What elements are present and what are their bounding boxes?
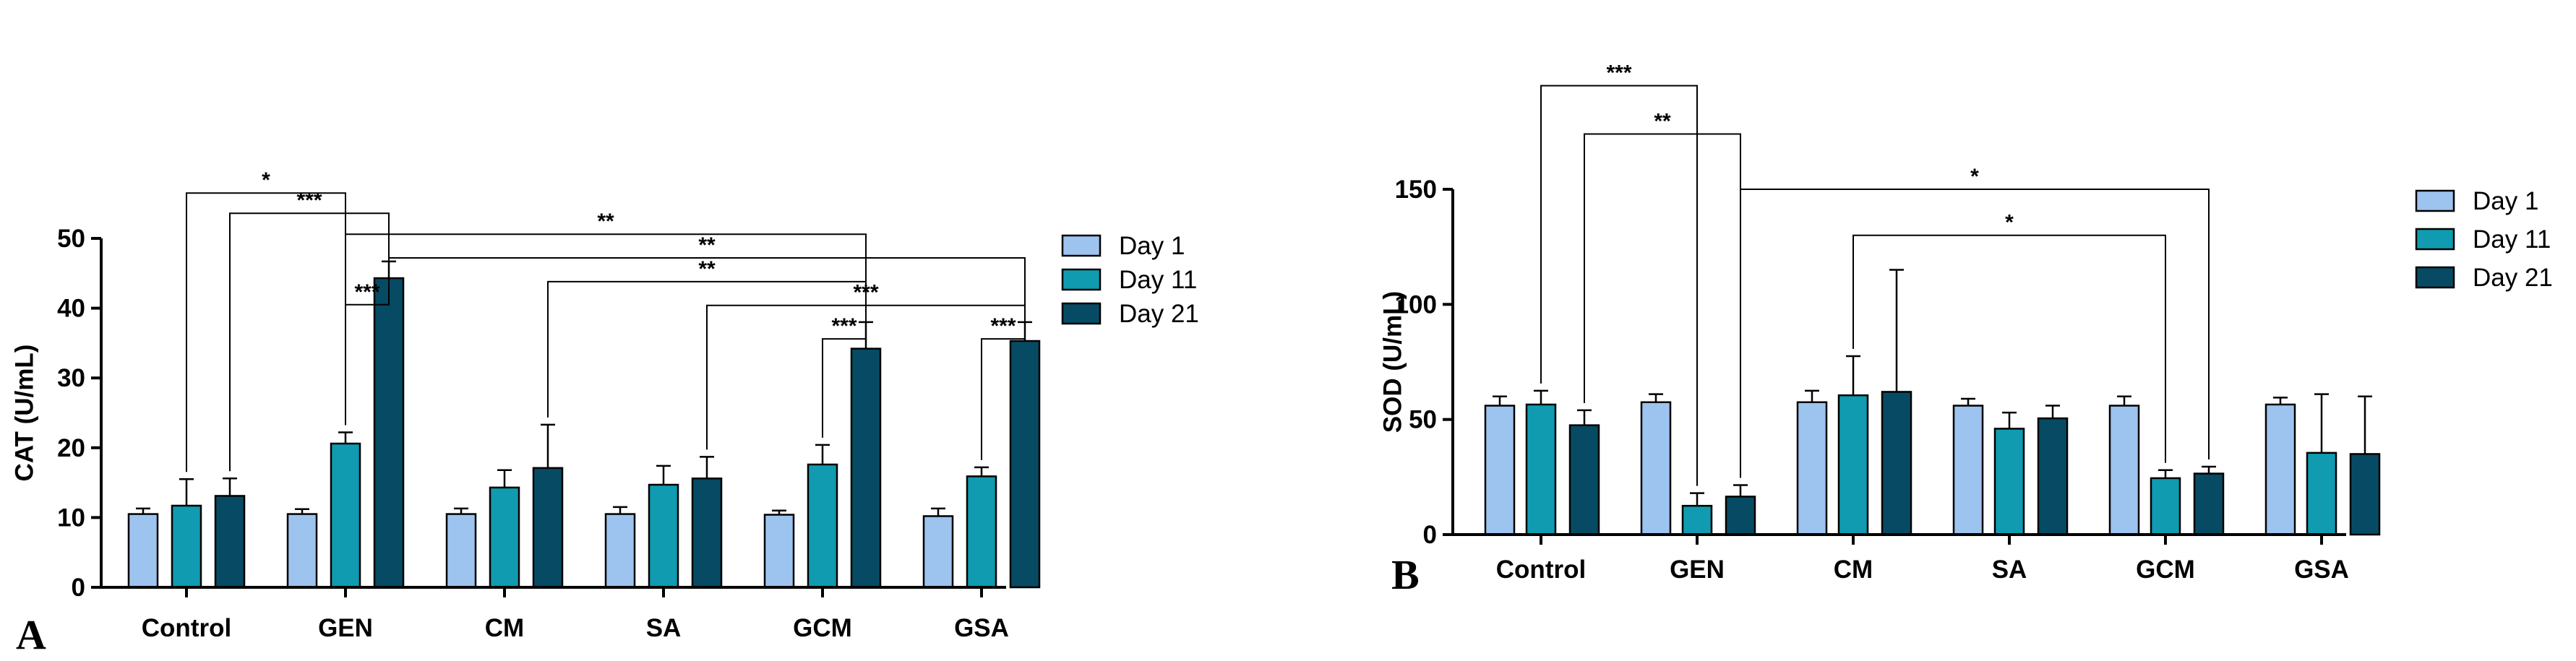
legend-swatch — [2415, 228, 2455, 251]
significance-bracket — [1852, 234, 2166, 463]
bar-day-21-gsa — [1009, 340, 1041, 589]
bar-day-21-cm — [532, 467, 564, 589]
significance-label: *** — [354, 280, 379, 304]
significance-label: ** — [698, 233, 716, 257]
bar-day-21-gen — [373, 277, 405, 589]
bar-day-11-gsa — [2306, 452, 2337, 536]
significance-bracket — [981, 314, 1026, 460]
bar-day-11-gcm — [2150, 477, 2181, 536]
significance-label: ** — [1654, 110, 1671, 134]
significance-label: *** — [831, 314, 856, 338]
y-tick-label: 150 — [1395, 176, 1437, 204]
x-category-label: Control — [1496, 556, 1586, 584]
x-category-label: CM — [485, 614, 524, 642]
bar-day-1-gcm — [763, 514, 795, 589]
bar-day-1-gsa — [2264, 403, 2296, 536]
significance-label: * — [262, 168, 270, 192]
legend-swatch — [1061, 268, 1102, 291]
bar-day-1-cm — [1796, 401, 1828, 536]
legend-swatch — [1061, 302, 1102, 325]
bar-day-21-cm — [1881, 391, 1912, 536]
bar-day-21-sa — [691, 478, 723, 589]
bar-day-1-cm — [445, 513, 477, 589]
y-tick-label: 0 — [1423, 521, 1437, 549]
legend-label: Day 21 — [1119, 300, 1199, 328]
legend-label: Day 1 — [2473, 187, 2538, 215]
y-tick-label: 100 — [1395, 290, 1437, 319]
legend-swatch — [2415, 189, 2455, 212]
bar-day-11-control — [171, 504, 202, 589]
significance-bracket — [706, 304, 1026, 450]
bar-day-21-sa — [2037, 417, 2069, 536]
legend-label: Day 11 — [1119, 266, 1197, 294]
y-tick-label: 30 — [57, 364, 85, 392]
bar-day-11-gsa — [966, 475, 997, 589]
panel-a-chart: 0 10 20 30 40 50 Control GEN CM SA GCM GSA CAT (U/mL… — [11, 168, 1199, 658]
significance-label: ** — [597, 209, 614, 233]
significance-bracket — [1740, 189, 2210, 478]
bar-day-21-control — [214, 495, 246, 589]
x-category-label: SA — [646, 614, 682, 642]
bar-day-11-cm — [489, 486, 520, 589]
bar-day-21-gcm — [2193, 472, 2225, 536]
significance-bracket — [1540, 85, 1698, 486]
x-category-label: GCM — [2136, 556, 2195, 584]
bar-day-11-control — [1525, 403, 1557, 536]
legend-swatch — [2415, 266, 2455, 289]
bar-day-1-gen — [286, 513, 318, 589]
y-tick-label: 50 — [1409, 406, 1437, 434]
significance-label: *** — [296, 189, 322, 212]
legend-label: Day 11 — [2473, 225, 2551, 254]
bar-day-11-gen — [330, 442, 361, 589]
y-tick-label: 40 — [57, 295, 85, 323]
x-category-label: GSA — [2294, 556, 2349, 584]
bar-day-11-gen — [1681, 504, 1713, 536]
x-category-label: SA — [1992, 556, 2027, 584]
x-category-label: GEN — [1670, 556, 1725, 584]
bar-day-11-sa — [1993, 428, 2025, 536]
y-tick-label: 50 — [57, 225, 85, 253]
y-tick-label: 20 — [57, 434, 85, 462]
x-category-label: Control — [142, 614, 231, 642]
bar-day-1-control — [127, 513, 159, 589]
bar-day-21-gen — [1725, 496, 1756, 536]
significance-label: * — [2005, 211, 2014, 235]
significance-label: *** — [1606, 61, 1631, 85]
bar-day-1-sa — [604, 513, 636, 589]
significance-label: *** — [853, 281, 878, 305]
significance-bracket — [345, 254, 390, 425]
panel-label: A — [16, 611, 46, 658]
significance-label: * — [1970, 165, 1979, 189]
x-category-label: CM — [1834, 556, 1873, 584]
x-category-label: GSA — [954, 614, 1009, 642]
panel-label: B — [1391, 551, 1420, 598]
significance-bracket — [547, 280, 867, 418]
y-tick-label: 10 — [57, 504, 85, 532]
bar-day-1-gen — [1640, 401, 1672, 536]
significance-label: ** — [698, 257, 716, 281]
bar-day-21-control — [1568, 424, 1600, 536]
bar-day-1-control — [1484, 405, 1516, 536]
bar-day-11-gcm — [807, 463, 838, 589]
bar-day-11-cm — [1837, 394, 1869, 536]
bar-day-21-gcm — [850, 347, 882, 589]
legend-label: Day 21 — [2473, 264, 2553, 292]
bar-day-1-gsa — [922, 515, 954, 589]
x-category-label: GEN — [318, 614, 373, 642]
bar-day-1-sa — [1952, 405, 1984, 536]
legend-label: Day 1 — [1119, 232, 1185, 260]
significance-bracket — [822, 314, 867, 438]
y-axis-title: SOD (U/mL) — [1379, 291, 1407, 433]
y-axis-title: CAT (U/mL) — [11, 345, 39, 482]
significance-label: *** — [990, 314, 1016, 338]
bar-day-11-sa — [648, 483, 679, 589]
bar-day-1-gcm — [2108, 405, 2140, 536]
legend-swatch — [1061, 234, 1102, 257]
panel-b-chart: 0 50 100 150 Control GEN CM SA GCM GSA SOD (U/mL) *… — [1379, 61, 2553, 598]
x-category-label: GCM — [793, 614, 852, 642]
bar-day-21-gsa — [2349, 453, 2381, 536]
y-tick-label: 0 — [72, 574, 85, 602]
